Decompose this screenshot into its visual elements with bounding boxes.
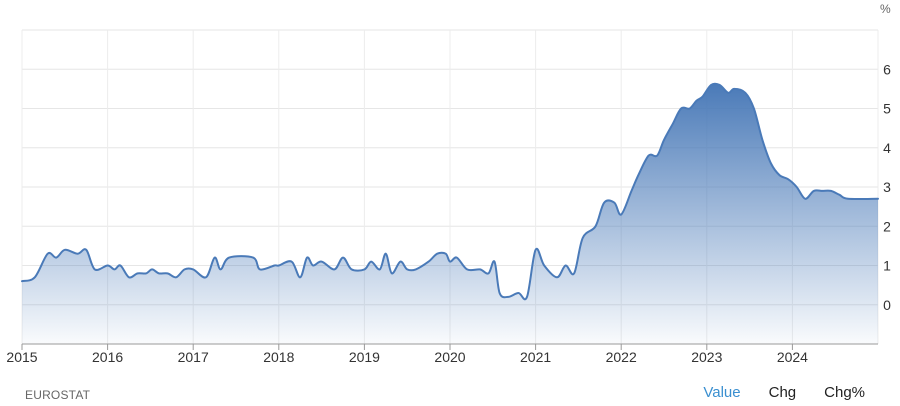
x-tick-label: 2016 (92, 349, 123, 365)
x-tick-label: 2021 (520, 349, 551, 365)
y-tick-label: 5 (883, 101, 891, 117)
inflation-chart: 2015 2016 2017 2018 2019 2020 2021 2022 2023 2024… (6, 2, 891, 365)
y-axis: 0 1 2 3 4 5 6 (883, 61, 891, 313)
tab-value[interactable]: Value (703, 384, 741, 401)
x-axis: 2015 2016 2017 2018 2019 2020 2021 2022 2023 2024 (6, 343, 878, 365)
x-tick-label: 2020 (434, 349, 465, 365)
unit-label: % (880, 2, 891, 16)
y-tick-label: 6 (883, 61, 891, 77)
y-tick-label: 3 (883, 179, 891, 195)
tab-chg[interactable]: Chg (768, 384, 797, 401)
x-tick-label: 2015 (6, 349, 37, 365)
series-area-fill (22, 83, 878, 344)
series-area (21, 82, 879, 344)
x-tick-label: 2022 (606, 349, 637, 365)
x-tick-label: 2024 (777, 349, 808, 365)
view-tabs: Value Chg Chg% (703, 384, 865, 401)
x-tick-label: 2019 (349, 349, 380, 365)
x-tick-label: 2023 (691, 349, 722, 365)
series-line (21, 82, 879, 301)
x-tick-label: 2018 (263, 349, 294, 365)
source-label: EUROSTAT (25, 388, 91, 402)
y-tick-label: 2 (883, 218, 891, 234)
chart-footer: EUROSTAT Value Chg Chg% (0, 378, 900, 406)
y-tick-label: 4 (883, 140, 891, 156)
y-tick-label: 0 (883, 297, 891, 313)
y-tick-label: 1 (883, 258, 891, 274)
x-tick-label: 2017 (178, 349, 209, 365)
tab-chg-percent[interactable]: Chg% (824, 384, 865, 401)
